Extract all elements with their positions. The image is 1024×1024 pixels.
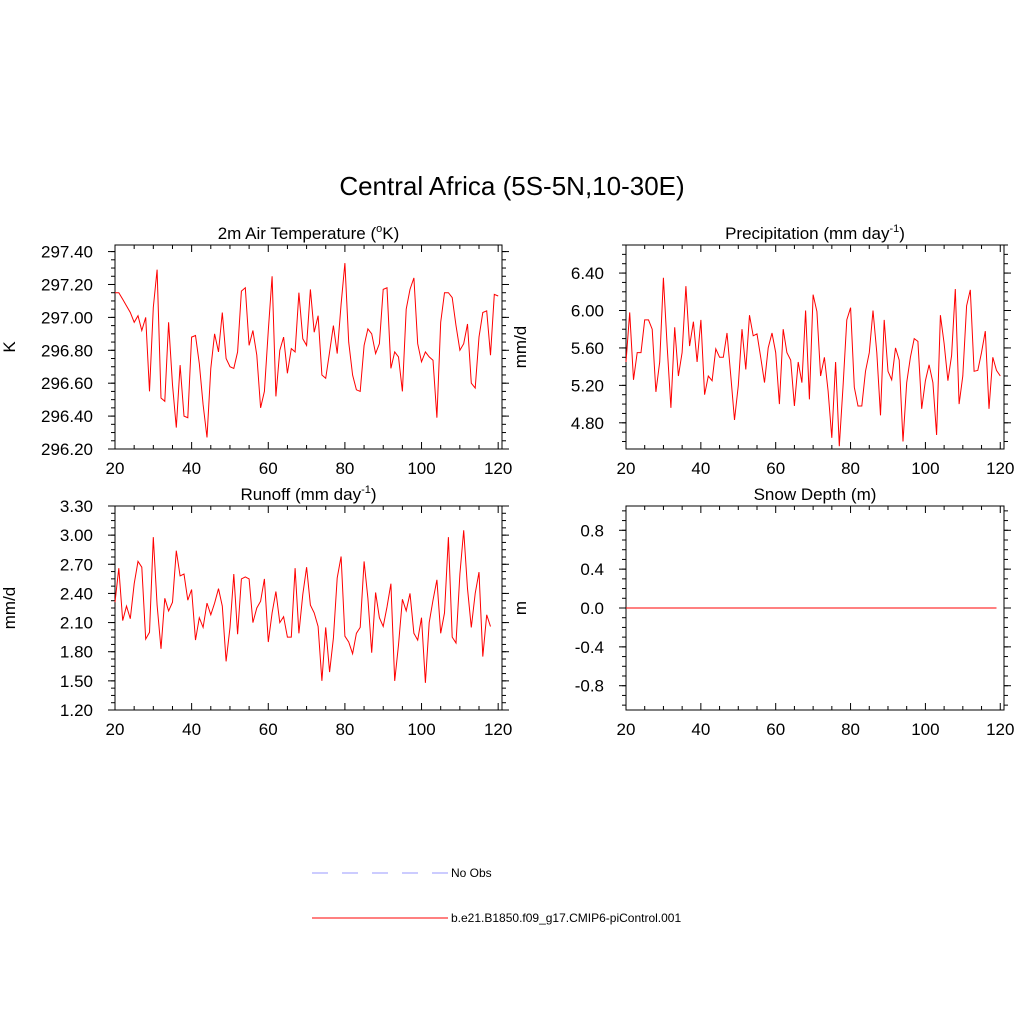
plot-frame [114,244,503,450]
series-line [115,263,499,438]
y-tick-label: 2.70 [60,555,93,574]
legend-label-obs: No Obs [451,866,492,880]
y-tick-label: 3.30 [60,497,93,516]
x-tick-label: 20 [617,720,636,739]
y-tick-label: 1.50 [60,672,93,691]
panel-title: Runoff (mm day-1) [240,484,376,504]
panel-4: Snow Depth (m) m 20 40 60 80 100 120 -0.8 -0.4 0.0… [511,485,1014,739]
y-tick-label: 4.80 [571,414,604,433]
x-tick-label: 120 [484,720,512,739]
panel-title: 2m Air Temperature (oK) [218,223,400,243]
y-tick-label: 297.40 [41,243,93,262]
y-tick-label: -0.8 [575,677,604,696]
figure-title: Central Africa (5S-5N,10-30E) [339,171,685,201]
x-tick-label: 40 [182,459,201,478]
y-tick-label: 0.0 [580,599,604,618]
x-tick-label: 120 [986,720,1014,739]
y-tick-label: 1.20 [60,701,93,720]
y-tick-label: 296.20 [41,440,93,459]
y-tick-label: 296.80 [41,341,93,360]
y-tick-label: 5.20 [571,376,604,395]
y-axis-label: m [511,601,530,615]
x-tick-label: 60 [259,459,278,478]
y-tick-label: 0.8 [580,521,604,540]
x-tick-label: 80 [841,459,860,478]
series-line [114,530,491,683]
y-tick-label: 2.10 [60,614,93,633]
x-tick-label: 80 [841,720,860,739]
x-tick-label: 20 [106,459,125,478]
panel-1: 2m Air Temperature (oK) K 20 40 60 80 100 120 29… [0,223,512,478]
y-tick-label: 2.40 [60,584,93,603]
y-tick-label: 6.00 [571,302,604,321]
x-tick-label: 100 [407,720,435,739]
y-tick-label: 6.40 [571,264,604,283]
y-tick-label: 5.60 [571,339,604,358]
y-tick-label: 3.00 [60,526,93,545]
x-tick-label: 60 [766,720,785,739]
series-line [625,277,1001,447]
y-tick-label: -0.4 [575,638,604,657]
x-tick-label: 120 [986,459,1014,478]
x-tick-label: 20 [106,720,125,739]
y-axis-label: K [0,341,19,353]
x-tick-label: 120 [484,459,512,478]
x-tick-label: 80 [335,720,354,739]
x-tick-label: 40 [182,720,201,739]
x-tick-label: 60 [766,459,785,478]
legend-label-model: b.e21.B1850.f09_g17.CMIP6-piControl.001 [451,911,682,925]
x-tick-label: 100 [911,459,939,478]
x-tick-label: 40 [691,459,710,478]
x-tick-label: 40 [691,720,710,739]
x-tick-label: 20 [617,459,636,478]
y-tick-label: 1.80 [60,643,93,662]
x-tick-label: 80 [335,459,354,478]
panel-title: Snow Depth (m) [754,485,877,504]
plot-frame [625,244,1005,450]
panel-title: Precipitation (mm day-1) [725,223,905,243]
x-tick-label: 60 [259,720,278,739]
y-tick-label: 296.40 [41,407,93,426]
panel-2: Precipitation (mm day-1) mm/d 20 40 60 80 100 1… [511,223,1014,478]
plot-frame [114,505,503,711]
y-tick-label: 296.60 [41,374,93,393]
y-tick-label: 0.4 [580,560,604,579]
y-axis-label: mm/d [0,587,19,630]
y-tick-label: 297.20 [41,275,93,294]
x-tick-label: 100 [407,459,435,478]
y-tick-label: 297.00 [41,308,93,327]
x-tick-label: 100 [911,720,939,739]
panel-3: Runoff (mm day-1) mm/d 20 40 60 80 100 120 1.20 1… [0,484,512,739]
y-axis-label: mm/d [511,326,530,369]
